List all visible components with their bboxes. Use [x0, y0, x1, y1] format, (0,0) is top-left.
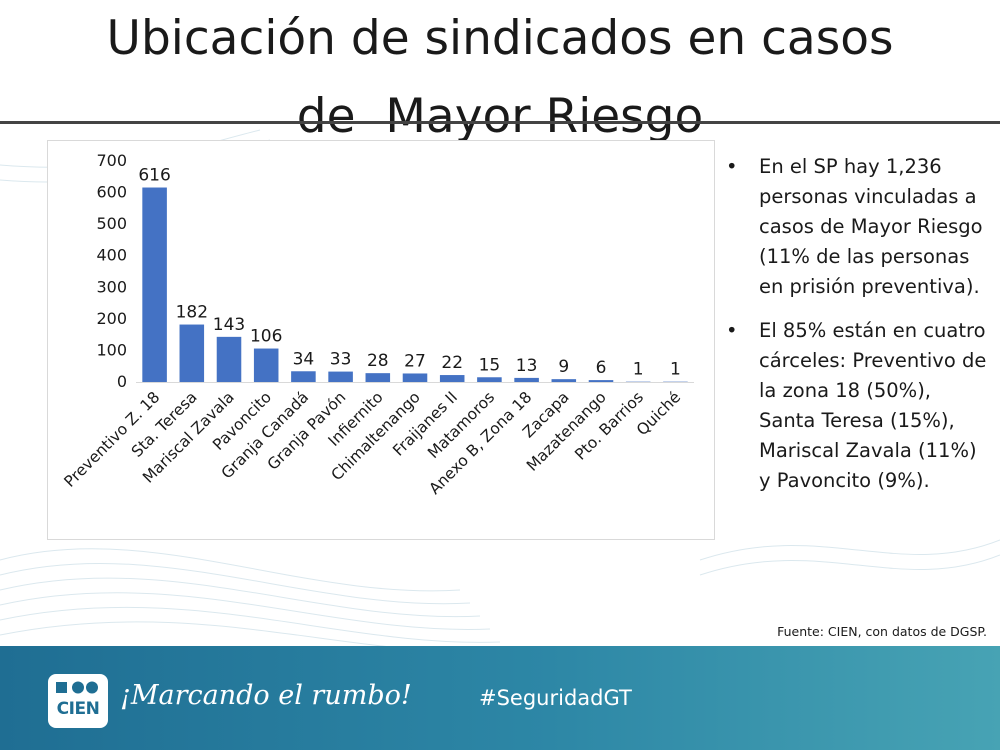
bar [253, 348, 279, 382]
logo-dots-icon [56, 681, 98, 694]
y-tick-label: 100 [96, 340, 127, 359]
bar [216, 336, 242, 382]
bullet-text: El 85% están en cuatro cárceles: Prevent… [759, 319, 987, 492]
data-label: 22 [441, 353, 463, 373]
title-line-1: Ubicación de sindicados en casos [106, 11, 894, 66]
data-label: 616 [138, 166, 170, 186]
data-label: 143 [213, 315, 245, 335]
hashtag: #SeguridadGT [479, 686, 632, 710]
bar [551, 379, 577, 382]
y-tick-label: 500 [96, 214, 127, 233]
y-tick-label: 600 [96, 183, 127, 202]
y-tick-label: 700 [96, 151, 127, 170]
bullet-marker: • [726, 155, 738, 178]
bullet-item: • En el SP hay 1,236 personas vinculadas… [722, 152, 992, 302]
bar [477, 377, 502, 382]
data-label: 15 [479, 355, 501, 375]
y-tick-label: 300 [96, 277, 127, 296]
bar [142, 187, 167, 382]
source-note: Fuente: CIEN, con datos de DGSP. [777, 624, 987, 639]
bar [291, 371, 316, 382]
chart-container: 0 100 200 300 400 500 600 700 616 Preventivo Z. 1… [47, 140, 715, 540]
bar [588, 380, 614, 382]
data-label: 33 [330, 350, 352, 370]
bar [328, 371, 353, 382]
data-label: 6 [596, 358, 607, 378]
data-label: 13 [516, 356, 538, 376]
y-tick-label: 200 [96, 309, 127, 328]
title-divider [0, 121, 1000, 124]
data-label: 28 [367, 351, 389, 371]
y-tick-label: 0 [117, 372, 127, 391]
title-line-2: de Mayor Riesgo [296, 89, 704, 144]
y-tick-label: 400 [96, 246, 127, 265]
bullet-list: • En el SP hay 1,236 personas vinculadas… [722, 152, 992, 510]
data-label: 34 [293, 349, 315, 369]
data-label: 182 [176, 303, 208, 323]
slide-title: Ubicación de sindicados en casos de Mayo… [0, 0, 1000, 156]
bar [514, 377, 539, 382]
footer-banner [0, 646, 1000, 750]
bar [439, 375, 465, 382]
bar [365, 373, 391, 382]
bar [402, 373, 428, 382]
data-label: 27 [404, 351, 426, 371]
slogan: ¡Marcando el rumbo! [120, 680, 412, 711]
data-label: 1 [670, 360, 681, 380]
bullet-item: • El 85% están en cuatro cárceles: Preve… [722, 316, 992, 496]
bar [179, 324, 205, 382]
data-label: 1 [633, 360, 644, 380]
cien-logo: CIEN [48, 674, 108, 728]
bullet-marker: • [726, 319, 738, 342]
data-label: 9 [558, 357, 569, 377]
data-label: 106 [250, 327, 282, 347]
logo-text: CIEN [56, 699, 100, 719]
bullet-text: En el SP hay 1,236 personas vinculadas a… [759, 155, 983, 298]
